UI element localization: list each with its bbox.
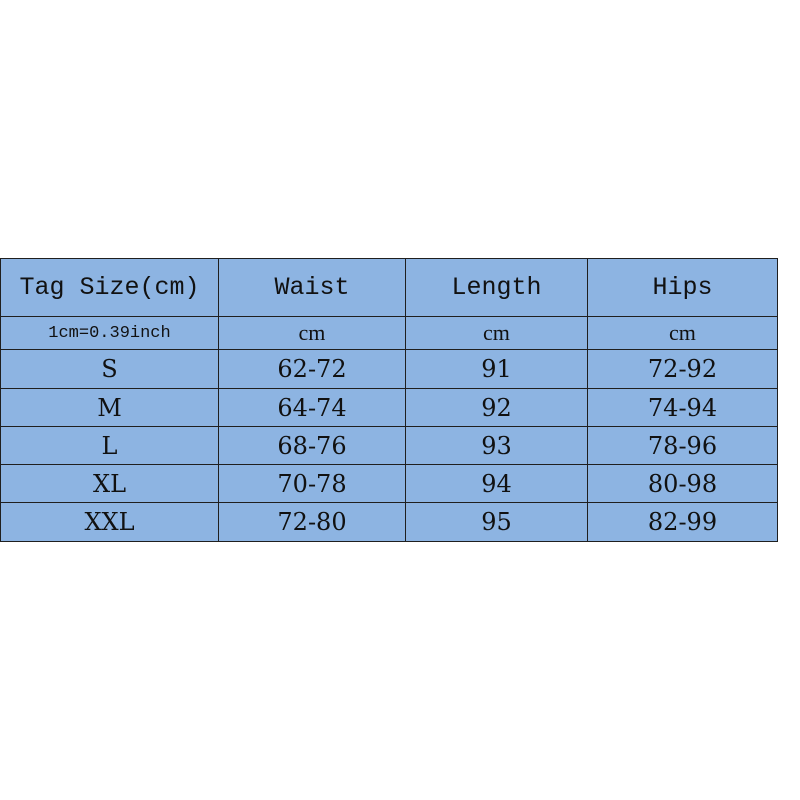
unit-cell: cm (218, 316, 406, 350)
value-cell: 91 (405, 349, 588, 389)
size-cell: M (0, 388, 219, 427)
value-cell: 62-72 (218, 349, 406, 389)
value-cell: 78-96 (587, 426, 778, 465)
value-cell: 92 (405, 388, 588, 427)
size-cell: S (0, 349, 219, 389)
size-cell: XXL (0, 502, 219, 542)
value-cell: 94 (405, 464, 588, 503)
value-cell: 82-99 (587, 502, 778, 542)
header-cell: Waist (218, 258, 406, 317)
value-cell: 72-80 (218, 502, 406, 542)
value-cell: 64-74 (218, 388, 406, 427)
header-cell: Tag Size(cm) (0, 258, 219, 317)
value-cell: 80-98 (587, 464, 778, 503)
value-cell: 68-76 (218, 426, 406, 465)
value-cell: 74-94 (587, 388, 778, 427)
header-cell: Length (405, 258, 588, 317)
size-cell: L (0, 426, 219, 465)
value-cell: 93 (405, 426, 588, 465)
unit-cell: 1cm=0.39inch (0, 316, 219, 350)
header-cell: Hips (587, 258, 778, 317)
unit-cell: cm (587, 316, 778, 350)
value-cell: 70-78 (218, 464, 406, 503)
size-cell: XL (0, 464, 219, 503)
value-cell: 95 (405, 502, 588, 542)
unit-cell: cm (405, 316, 588, 350)
value-cell: 72-92 (587, 349, 778, 389)
